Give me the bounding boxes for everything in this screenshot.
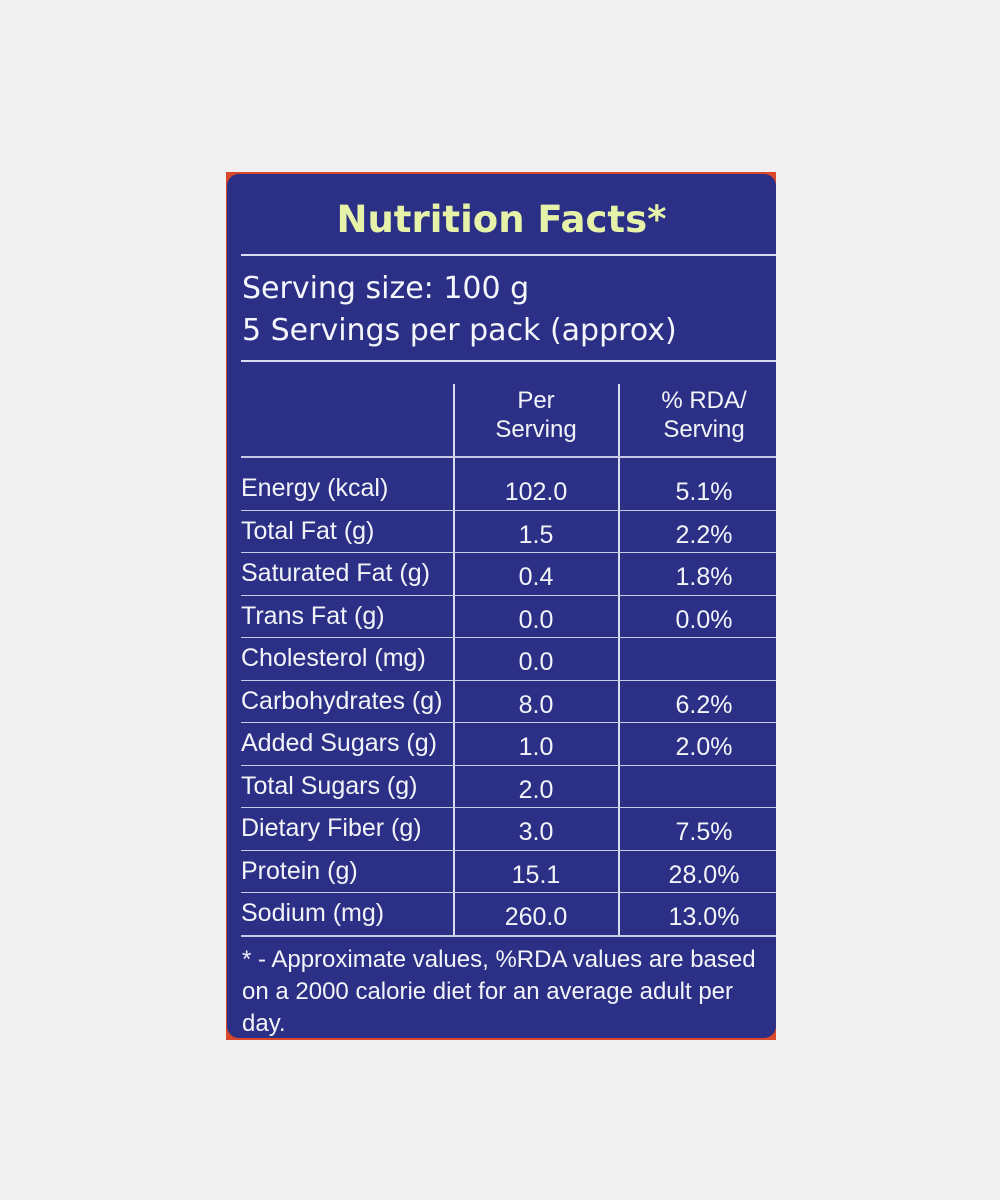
rda-value: 2.2% <box>675 520 733 549</box>
table-row: Total Fat (g) 1.5 2.2% <box>227 511 776 553</box>
table-row: Protein (g) 15.1 28.0% <box>227 851 776 893</box>
rda-value: 6.2% <box>675 690 733 719</box>
column-header-per-serving: Per Serving <box>453 386 619 444</box>
table-row: Trans Fat (g) 0.0 0.0% <box>227 596 776 638</box>
nutrient-name: Protein (g) <box>241 856 358 885</box>
table-row: Carbohydrates (g) 8.0 6.2% <box>227 681 776 723</box>
nutrient-name: Total Sugars (g) <box>241 771 418 800</box>
row-divider <box>241 892 776 893</box>
rda-value: 1.8% <box>675 563 733 591</box>
column-header-per-line2: Serving <box>495 416 577 443</box>
nutrient-name: Total Fat (g) <box>241 516 375 545</box>
row-divider <box>241 849 776 851</box>
row-divider <box>241 509 776 511</box>
per-serving-value: 8.0 <box>518 690 554 719</box>
column-divider-per <box>453 384 455 936</box>
footnote: * - Approximate values, %RDA values are … <box>242 946 756 1037</box>
column-header-rda: % RDA/ Serving <box>620 386 788 444</box>
per-serving-value: 0.0 <box>518 605 554 634</box>
nutrition-facts-panel: Nutrition Facts* Serving size: 100 g 5 S… <box>227 174 776 1038</box>
rda-value: 0.0% <box>675 605 733 634</box>
rda-value: 2.0% <box>675 733 733 761</box>
rda-value: 28.0% <box>668 860 740 889</box>
nutrition-facts-title: Nutrition Facts* <box>336 198 667 241</box>
table-row: Total Sugars (g) 2.0 <box>227 766 776 808</box>
table-row: Added Sugars (g) 1.0 2.0% <box>227 723 776 765</box>
per-serving-value: 15.1 <box>511 860 561 889</box>
nutrient-name: Added Sugars (g) <box>241 729 437 757</box>
nutrient-name: Sodium (mg) <box>241 899 385 927</box>
per-serving-value: 0.0 <box>518 648 554 676</box>
column-header-per-line1: Per <box>517 387 555 414</box>
nutrient-name: Energy (kcal) <box>241 474 389 502</box>
column-header-rda-line2: Serving <box>663 416 745 443</box>
row-divider <box>241 807 776 808</box>
nutrient-name: Dietary Fiber (g) <box>241 814 422 842</box>
nutrient-name: Cholesterol (mg) <box>241 644 426 672</box>
rda-value: 7.5% <box>675 818 733 846</box>
per-serving-value: 0.4 <box>518 563 554 591</box>
serving-info: Serving size: 100 g 5 Servings per pack … <box>242 268 677 352</box>
column-divider-rda <box>618 384 620 936</box>
serving-size: Serving size: 100 g <box>242 271 530 306</box>
nutrient-name: Saturated Fat (g) <box>241 559 430 587</box>
nutrient-name: Trans Fat (g) <box>241 601 385 630</box>
servings-per-pack: 5 Servings per pack (approx) <box>242 313 677 348</box>
rda-value: 13.0% <box>668 903 740 931</box>
per-serving-value: 3.0 <box>518 818 554 846</box>
title-divider <box>241 254 776 256</box>
per-serving-value: 260.0 <box>504 903 568 931</box>
table-bottom-divider <box>241 935 776 937</box>
table-row: Saturated Fat (g) 0.4 1.8% <box>227 553 776 595</box>
header-divider <box>241 456 776 458</box>
row-divider <box>241 594 776 596</box>
nutrient-name: Carbohydrates (g) <box>241 686 443 715</box>
row-divider <box>241 764 776 766</box>
rda-value: 5.1% <box>675 478 733 506</box>
row-divider <box>241 637 776 638</box>
serving-divider <box>241 360 776 362</box>
table-row: Cholesterol (mg) 0.0 <box>227 638 776 680</box>
per-serving-value: 2.0 <box>518 775 554 804</box>
column-header-rda-line1: % RDA/ <box>661 387 747 414</box>
row-divider <box>241 552 776 553</box>
table-row: Dietary Fiber (g) 3.0 7.5% <box>227 808 776 850</box>
table-row: Energy (kcal) 102.0 5.1% <box>227 468 776 510</box>
row-divider <box>241 722 776 723</box>
per-serving-value: 1.0 <box>518 733 554 761</box>
row-divider <box>241 679 776 681</box>
per-serving-value: 102.0 <box>504 478 568 506</box>
per-serving-value: 1.5 <box>518 520 554 549</box>
table-row: Sodium (mg) 260.0 13.0% <box>227 893 776 935</box>
